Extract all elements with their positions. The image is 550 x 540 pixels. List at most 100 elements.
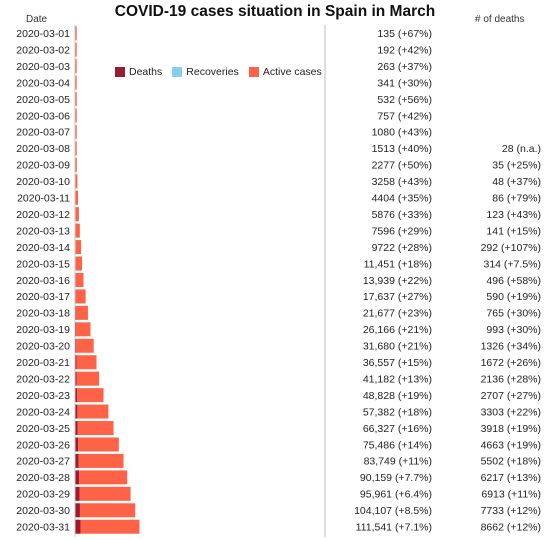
deaths-value-label: 6913 (+11%)	[481, 489, 541, 501]
deaths-value-label: 5502 (+18%)	[481, 456, 541, 468]
active-cases-bar	[76, 338, 94, 353]
active-cases-bar	[75, 108, 77, 123]
row-date-label: 2020-03-12	[16, 209, 70, 221]
row-date-label: 2020-03-17	[16, 291, 70, 303]
legend-label-active-cases: Active cases	[262, 66, 322, 78]
cases-value-label: 36,557 (+15%)	[363, 357, 432, 369]
deaths-value-label: 1326 (+34%)	[481, 341, 541, 353]
deaths-value-label: 3918 (+19%)	[481, 423, 541, 435]
deaths-bar	[75, 388, 78, 403]
cases-value-label: 3258 (+43%)	[372, 176, 432, 188]
cases-value-label: 90,159 (+7.7%)	[360, 472, 432, 484]
active-cases-bar	[75, 124, 77, 139]
row-date-label: 2020-03-15	[16, 258, 70, 270]
deaths-value-label: 1672 (+26%)	[481, 357, 541, 369]
active-cases-bar	[76, 355, 97, 370]
deaths-bar	[75, 453, 79, 468]
row-date-label: 2020-03-14	[16, 242, 70, 254]
active-cases-bar	[75, 289, 86, 304]
cases-value-label: 21,677 (+23%)	[363, 308, 432, 320]
row-date-label: 2020-03-30	[16, 505, 70, 517]
row-date-label: 2020-03-08	[16, 143, 70, 155]
deaths-value-label: 86 (+79%)	[492, 193, 541, 205]
row-date-label: 2020-03-01	[16, 28, 70, 40]
deaths-bar	[75, 486, 80, 501]
deaths-value-label: 6217 (+13%)	[481, 472, 541, 484]
active-cases-bar	[75, 157, 77, 172]
chart-title: COVID-19 cases situation in Spain in Mar…	[114, 3, 436, 20]
active-cases-bar	[75, 141, 77, 156]
cases-value-label: 26,166 (+21%)	[363, 324, 432, 336]
row-date-label: 2020-03-13	[16, 225, 70, 237]
legend-item-recoveries: Recoveries	[172, 66, 239, 78]
active-cases-bar	[75, 256, 83, 271]
active-cases-bar	[75, 59, 77, 74]
row-date-label: 2020-03-16	[16, 275, 70, 287]
deaths-bar	[75, 470, 80, 485]
deaths-value-label: 7733 (+12%)	[481, 505, 541, 517]
row-date-label: 2020-03-28	[16, 472, 70, 484]
cases-value-label: 75,486 (+14%)	[363, 439, 432, 451]
active-cases-bar	[75, 223, 80, 238]
cases-value-label: 9722 (+28%)	[372, 242, 432, 254]
cases-value-label: 13,939 (+22%)	[363, 275, 432, 287]
row-date-label: 2020-03-23	[16, 390, 70, 402]
row-date-label: 2020-03-02	[16, 44, 70, 56]
deaths-bar	[75, 437, 79, 452]
cases-value-label: 17,637 (+27%)	[363, 291, 432, 303]
cases-value-label: 66,327 (+16%)	[363, 423, 432, 435]
legend-label-recoveries: Recoveries	[186, 66, 239, 78]
cases-value-label: 1513 (+40%)	[372, 143, 432, 155]
row-date-label: 2020-03-07	[16, 127, 70, 139]
active-cases-bar	[75, 174, 78, 189]
cases-value-label: 341 (+30%)	[377, 77, 432, 89]
active-cases-bar	[76, 322, 91, 337]
cases-value-label: 48,828 (+19%)	[363, 390, 432, 402]
legend-swatch-recoveries	[172, 67, 183, 77]
row-date-label: 2020-03-10	[16, 176, 70, 188]
cases-value-label: 5876 (+33%)	[372, 209, 432, 221]
deaths-bar	[75, 371, 77, 386]
deaths-value-label: 28 (n.a.)	[502, 143, 541, 155]
active-cases-bar	[75, 75, 77, 90]
deaths-bar	[75, 503, 80, 518]
cases-value-label: 532 (+56%)	[377, 94, 432, 106]
active-cases-bar	[80, 519, 140, 534]
cases-value-label: 57,382 (+18%)	[363, 406, 432, 418]
legend-swatch-active-cases	[248, 67, 259, 77]
deaths-bar	[75, 355, 77, 370]
active-cases-bar	[76, 371, 100, 386]
row-date-label: 2020-03-26	[16, 439, 70, 451]
active-cases-bar	[75, 240, 82, 255]
cases-value-label: 41,182 (+13%)	[363, 373, 432, 385]
active-cases-bar	[75, 207, 79, 222]
row-date-label: 2020-03-06	[16, 110, 70, 122]
cases-value-label: 263 (+37%)	[377, 61, 432, 73]
cases-value-label: 192 (+42%)	[377, 44, 432, 56]
deaths-value-label: 123 (+43%)	[486, 209, 541, 221]
row-date-label: 2020-03-24	[16, 406, 70, 418]
deaths-value-label: 2707 (+27%)	[481, 390, 541, 402]
cases-value-label: 2277 (+50%)	[372, 160, 432, 172]
deaths-bar	[75, 338, 77, 353]
deaths-bar	[75, 404, 78, 419]
row-date-label: 2020-03-21	[16, 357, 70, 369]
deaths-value-label: 292 (+107%)	[481, 242, 541, 254]
active-cases-bar	[75, 92, 77, 107]
deaths-bar	[75, 519, 81, 534]
cases-value-label: 104,107 (+8.5%)	[354, 505, 432, 517]
active-cases-bar	[75, 190, 79, 205]
row-date-label: 2020-03-19	[16, 324, 70, 336]
active-cases-bar	[77, 388, 104, 403]
deaths-value-label: 765 (+30%)	[486, 308, 541, 320]
row-date-label: 2020-03-31	[16, 522, 70, 534]
deaths-value-label: 35 (+25%)	[492, 160, 541, 172]
active-cases-bar	[79, 470, 128, 485]
cases-value-label: 4404 (+35%)	[372, 193, 432, 205]
legend-item-active-cases: Active cases	[248, 66, 322, 78]
deaths-value-label: 48 (+37%)	[492, 176, 541, 188]
cases-value-label: 111,541 (+7.1%)	[356, 522, 432, 534]
row-date-label: 2020-03-29	[16, 489, 70, 501]
cases-value-label: 757 (+42%)	[377, 110, 432, 122]
